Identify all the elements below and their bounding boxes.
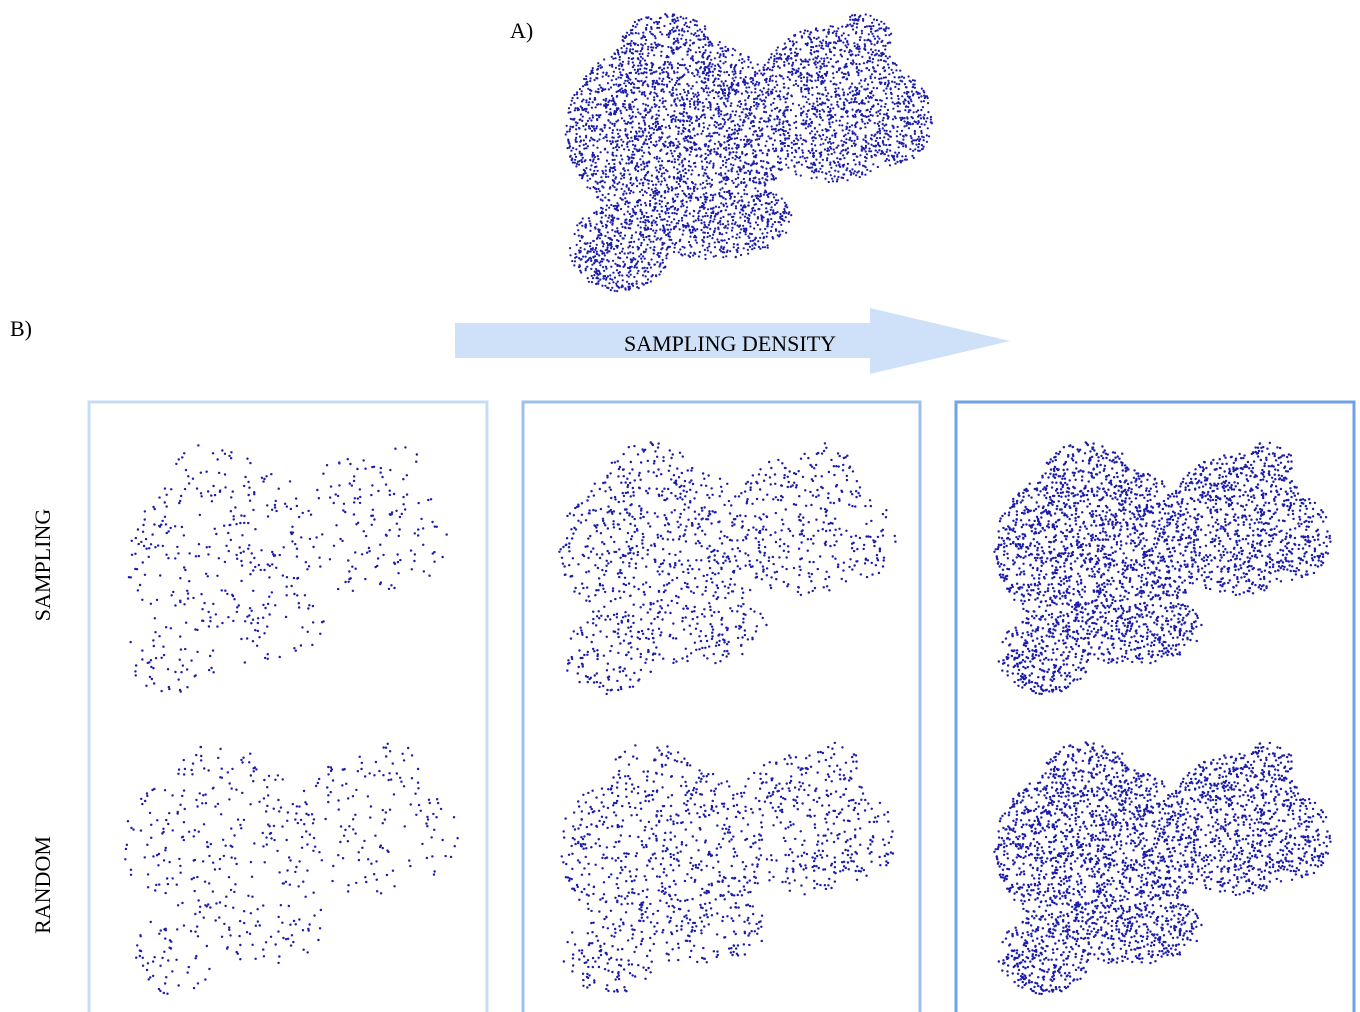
point-cloud [559,443,895,694]
figure: A) B) SAMPLING DENSITY SAMPLING RANDOM [0,0,1360,1012]
point-cloud [566,14,932,291]
point-clouds [125,14,1330,994]
row-label: RANDOM [30,836,55,934]
point-cloud [125,744,457,994]
point-cloud [994,743,1330,994]
panel-b-label: B) [10,316,32,341]
point-cloud [562,743,893,992]
point-cloud [994,443,1330,694]
arrow-label: SAMPLING DENSITY [624,331,836,356]
panel-a-label: A) [510,18,533,43]
point-cloud [129,445,447,691]
panel-box [89,402,487,1012]
row-label: SAMPLING [30,509,55,622]
